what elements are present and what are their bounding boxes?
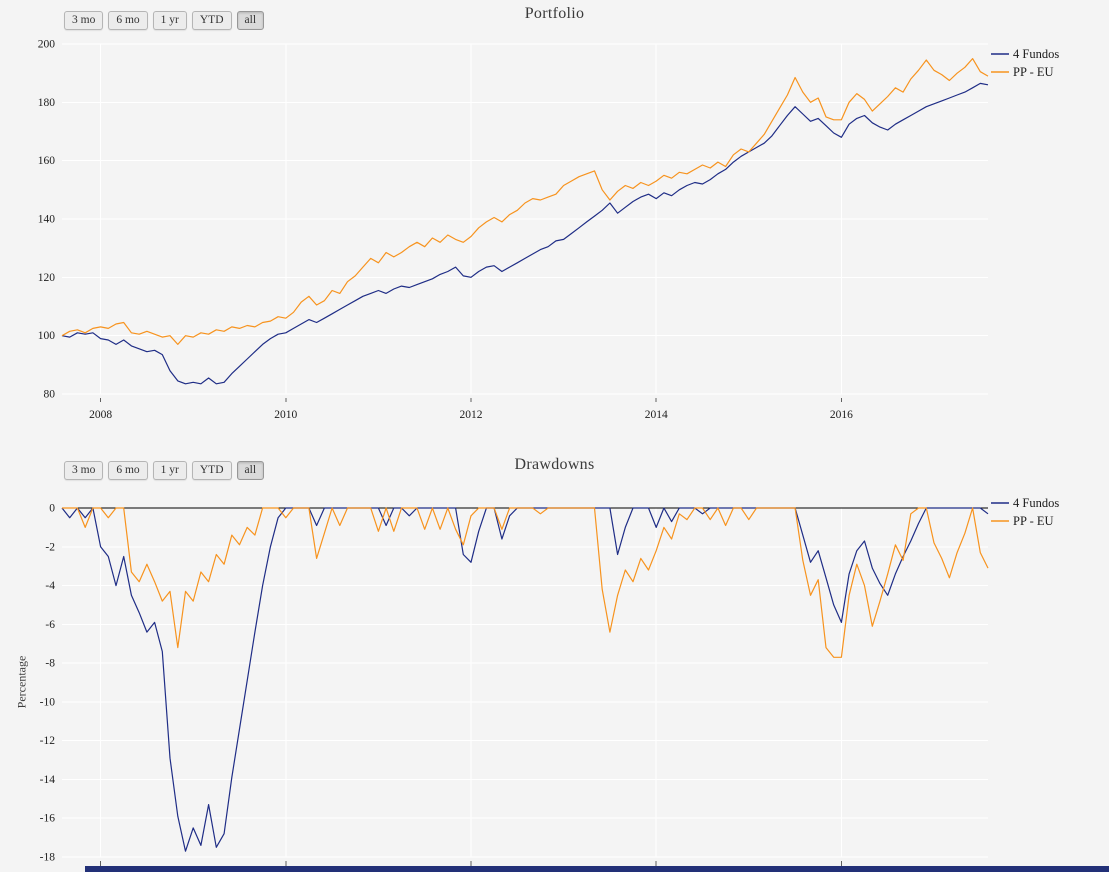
- range-button-all[interactable]: all: [236, 11, 265, 30]
- legend-label: 4 Fundos: [1013, 496, 1059, 510]
- y-tick-label: -10: [40, 696, 56, 708]
- series-line-4-fundos: [61, 82, 989, 385]
- legend-label: PP - EU: [1013, 65, 1054, 79]
- range-selector: 3 mo 6 mo 1 yr YTD all: [64, 11, 265, 30]
- range-button-6-mo[interactable]: 6 mo: [108, 461, 148, 480]
- range-button-3-mo[interactable]: 3 mo: [64, 461, 104, 480]
- legend-label: 4 Fundos: [1013, 47, 1059, 61]
- x-tick-label: 2016: [830, 409, 853, 421]
- y-tick-label: -12: [40, 735, 56, 747]
- bottom-panel-edge: [85, 866, 1109, 872]
- drawdowns-chart: 3 mo 6 mo 1 yr YTD all Drawdowns Percentage …: [0, 450, 1109, 872]
- drawdowns-plot: 0 -2 -4 -6 -8 -10 -12 -14 -16 -18 4 Fundos PP - EU: [40, 496, 1059, 867]
- y-tick-label: -4: [45, 580, 55, 592]
- range-button-1-yr[interactable]: 1 yr: [152, 461, 187, 480]
- y-tick-label: 120: [38, 272, 56, 284]
- x-tick-label: 2012: [460, 409, 483, 421]
- y-tick-label: 140: [38, 214, 56, 226]
- range-button-6-mo[interactable]: 6 mo: [108, 11, 148, 30]
- y-tick-label: 200: [38, 39, 56, 51]
- chart-title: Portfolio: [524, 5, 585, 22]
- y-tick-label: 80: [44, 389, 56, 401]
- y-tick-label: -18: [40, 852, 56, 864]
- x-tick-label: 2014: [645, 409, 668, 421]
- range-button-all[interactable]: all: [236, 461, 265, 480]
- y-tick-label: 180: [38, 97, 56, 109]
- chart-title: Drawdowns: [514, 456, 595, 473]
- portfolio-chart: 3 mo 6 mo 1 yr YTD all Portfolio 200 180 160 14…: [38, 5, 1060, 422]
- x-tick-label: 2008: [89, 409, 112, 421]
- range-button-ytd[interactable]: YTD: [191, 11, 232, 30]
- y-tick-label: 160: [38, 155, 56, 167]
- range-button-ytd[interactable]: YTD: [191, 461, 232, 480]
- y-tick-label: -8: [45, 658, 55, 670]
- series-line-4-fundos: [61, 507, 989, 852]
- range-selector: 3 mo 6 mo 1 yr YTD all: [64, 461, 265, 480]
- y-tick-label: 100: [38, 330, 56, 342]
- x-tick-label: 2010: [274, 409, 297, 421]
- y-tick-label: -14: [40, 774, 56, 786]
- legend-label: PP - EU: [1013, 514, 1054, 528]
- range-button-3-mo[interactable]: 3 mo: [64, 11, 104, 30]
- y-tick-label: -16: [40, 813, 56, 825]
- y-tick-label: -6: [45, 619, 55, 631]
- series-line-pp-eu: [62, 507, 989, 658]
- portfolio-plot: 200 180 160 140 120 100 80 2008 2010 2012 2014 2016…: [38, 39, 1060, 422]
- y-tick-label: -2: [45, 541, 55, 553]
- range-button-1-yr[interactable]: 1 yr: [152, 11, 187, 30]
- series-line-pp-eu: [61, 57, 989, 345]
- y-tick-label: 0: [49, 503, 55, 515]
